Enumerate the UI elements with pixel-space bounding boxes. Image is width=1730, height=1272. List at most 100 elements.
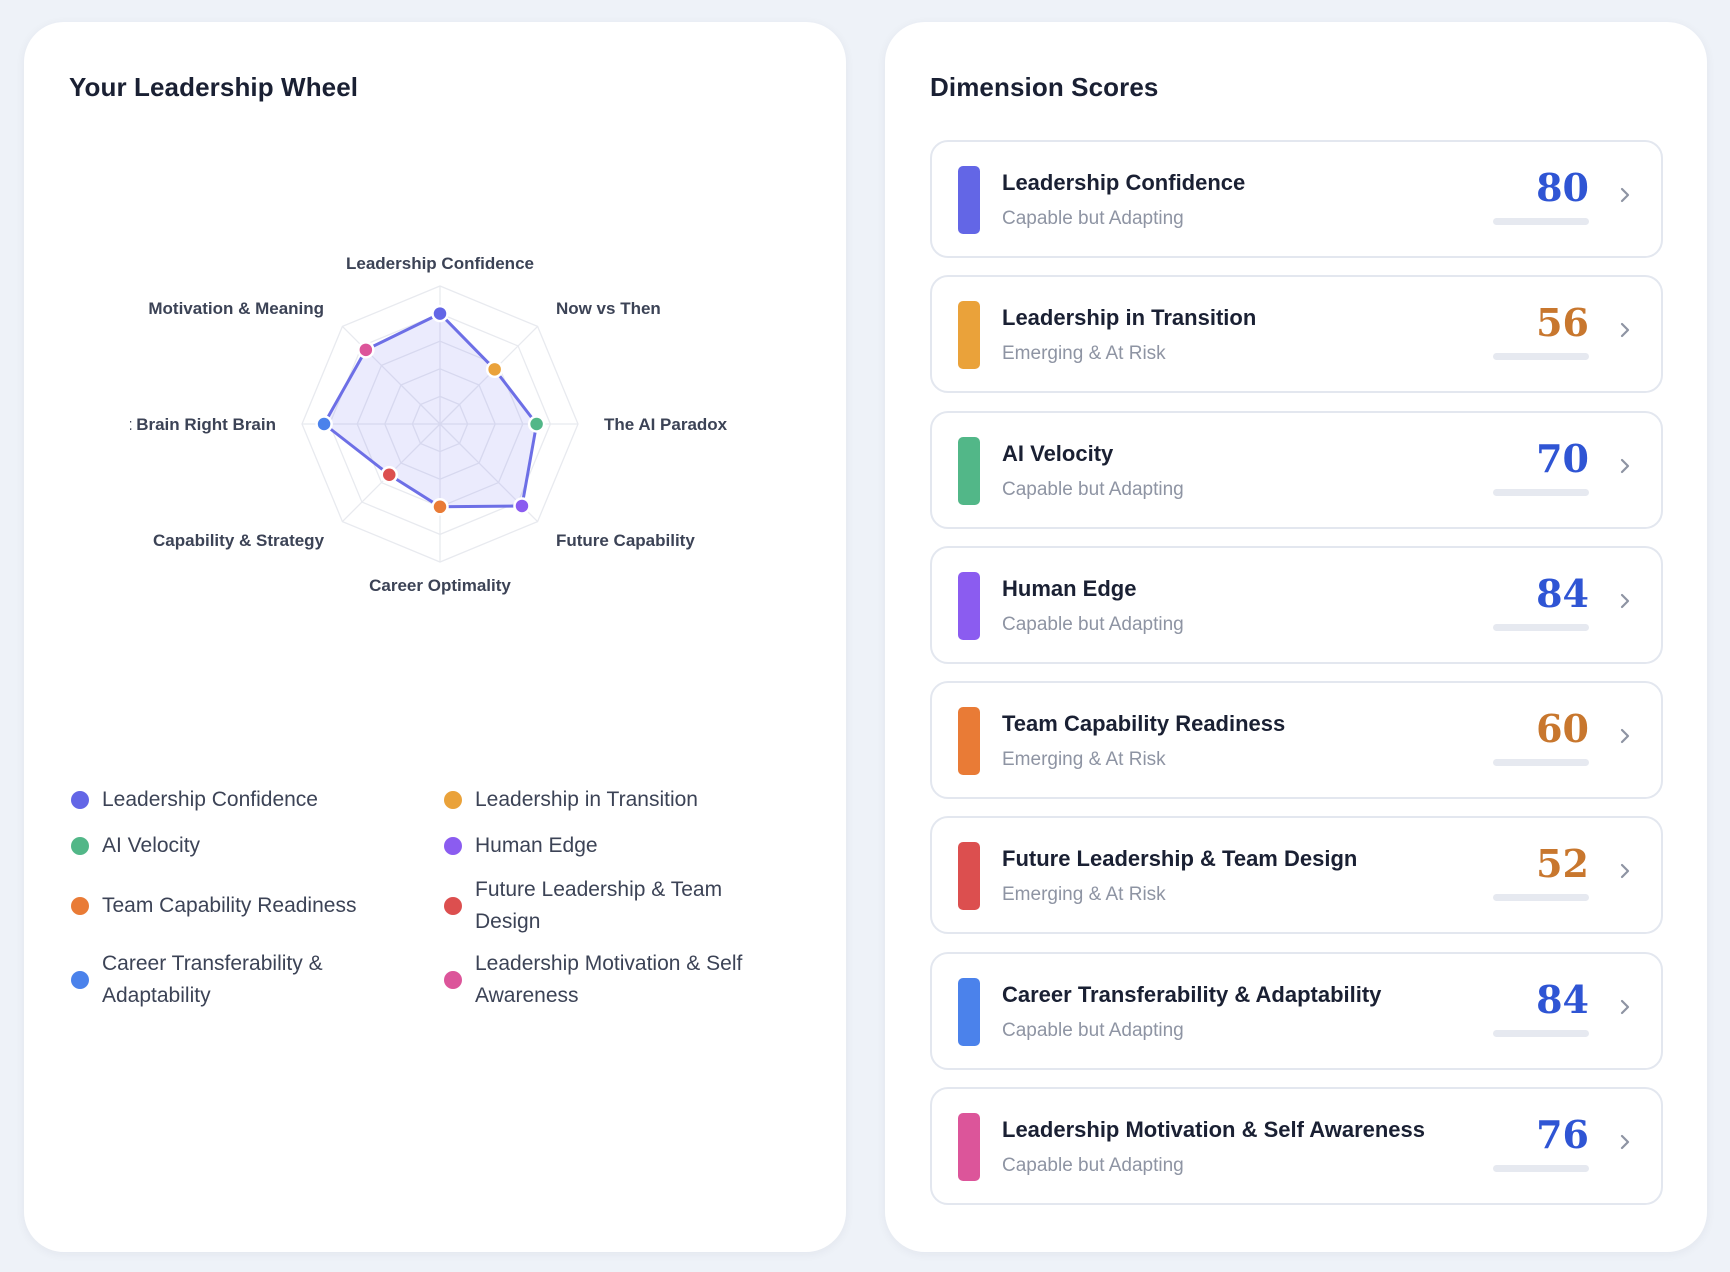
legend-label: Team Capability Readiness	[102, 894, 357, 917]
dimension-score: 52	[1536, 841, 1589, 887]
dimension-progress-track	[1493, 1029, 1589, 1037]
radar-point	[431, 498, 449, 516]
dimension-name: Leadership Motivation & Self Awareness	[1002, 1117, 1426, 1143]
dimension-name: Human Edge	[1002, 575, 1137, 601]
dimension-scores-title: Dimension Scores	[930, 72, 1159, 102]
radar-data-area	[322, 312, 539, 509]
dimension-status: Emerging & At Risk	[1002, 749, 1166, 771]
legend-item-human-edge: Human Edge	[442, 828, 809, 864]
legend-label: Future Leadership & Team Design	[475, 878, 723, 933]
legend-label: Leadership Motivation & Self Awareness	[475, 952, 743, 1007]
dimension-row-ai-velocity[interactable]: AI Velocity Capable but Adapting 70	[930, 410, 1663, 529]
radar-axis-label: Motivation & Meaning	[148, 299, 324, 318]
radar-axis-label: Left Brain Right Brain	[130, 415, 276, 434]
radar-axis-label: The AI Paradox	[604, 415, 728, 434]
legend-item-leadership-in-transition: Leadership in Transition	[442, 782, 809, 818]
dimension-status: Capable but Adapting	[1002, 1155, 1184, 1177]
legend-item-future-leadership: Future Leadership & Team Design	[442, 874, 809, 938]
legend-dot	[71, 897, 89, 915]
leadership-wheel-card: Your Leadership Wheel Leadership Confide…	[24, 22, 846, 1252]
dimension-color-bar	[958, 436, 980, 505]
radar-point	[527, 415, 546, 433]
chart-legend: Leadership Confidence Leadership in Tran…	[69, 782, 809, 1012]
dimension-row-career-transferability[interactable]: Career Transferability & Adaptability Ca…	[930, 951, 1663, 1070]
dimension-status: Capable but Adapting	[1002, 1019, 1184, 1041]
dimension-status: Emerging & At Risk	[1002, 884, 1166, 906]
legend-item-leadership-motivation: Leadership Motivation & Self Awareness	[442, 948, 809, 1012]
dimension-color-bar	[958, 571, 980, 640]
dimension-name: Career Transferability & Adaptability	[1002, 981, 1382, 1007]
chevron-right-icon	[1620, 323, 1630, 338]
legend-label: AI Velocity	[102, 834, 201, 857]
dimension-score: 70	[1536, 435, 1589, 481]
radar-axis-label: Leadership Confidence	[346, 254, 534, 273]
chevron-right-icon	[1620, 593, 1630, 608]
dimension-color-bar	[958, 707, 980, 776]
dimension-color-bar	[958, 301, 980, 370]
legend-dot	[71, 971, 89, 989]
legend-label: Career Transferability & Adaptability	[102, 952, 323, 1007]
dimension-row-leadership-in-transition[interactable]: Leadership in Transition Emerging & At R…	[930, 275, 1663, 394]
chevron-right-icon	[1620, 864, 1630, 879]
dimension-score: 80	[1536, 165, 1589, 210]
dimension-color-bar	[958, 1113, 980, 1182]
chevron-right-icon	[1620, 187, 1630, 203]
legend-dot	[444, 837, 462, 855]
dimension-name: AI Velocity	[1002, 440, 1114, 466]
dimension-score: 84	[1536, 976, 1589, 1022]
legend-item-ai-velocity: AI Velocity	[69, 828, 442, 864]
dimension-progress-track	[1493, 218, 1589, 225]
dimension-row-leadership-confidence[interactable]: Leadership Confidence Capable but Adapti…	[930, 140, 1663, 258]
radar-chart-container: Leadership Confidence Now vs Then The AI P…	[130, 242, 740, 682]
dimension-color-bar	[958, 842, 980, 911]
chevron-right-icon	[1620, 458, 1630, 473]
radar-point	[357, 341, 375, 359]
dimension-progress-track	[1493, 1165, 1589, 1173]
legend-item-team-capability-readiness: Team Capability Readiness	[69, 874, 442, 938]
dimension-status: Capable but Adapting	[1002, 208, 1184, 229]
dimension-row-leadership-motivation[interactable]: Leadership Motivation & Self Awareness C…	[930, 1087, 1663, 1206]
radar-axis-label: Now vs Then	[556, 299, 661, 318]
legend-dot	[71, 837, 89, 855]
radar-point	[513, 497, 531, 515]
legend-dot	[444, 971, 462, 989]
dimension-name: Team Capability Readiness	[1002, 711, 1286, 737]
legend-dot	[444, 897, 462, 915]
dimension-row-human-edge[interactable]: Human Edge Capable but Adapting 84	[930, 545, 1663, 664]
radar-point	[431, 304, 449, 323]
dimension-scores-card: Dimension Scores Leadership Confidence C…	[885, 22, 1707, 1252]
chevron-right-icon	[1620, 999, 1630, 1014]
legend-dot	[71, 791, 89, 809]
chevron-right-icon	[1620, 729, 1630, 744]
radar-point	[380, 465, 399, 484]
legend-label: Human Edge	[475, 834, 598, 857]
dimension-score: 76	[1536, 1112, 1589, 1158]
radar-point	[315, 415, 333, 433]
dimension-color-bar	[958, 166, 980, 234]
dimension-progress-track	[1493, 353, 1589, 361]
dimension-score: 60	[1536, 706, 1589, 752]
radar-axis-label: Future Capability	[556, 531, 695, 550]
radar-axis-label: Career Optimality	[369, 576, 511, 595]
legend-dot	[444, 791, 462, 809]
radar-axis-label: Capability & Strategy	[153, 531, 325, 550]
dimension-progress-track	[1493, 894, 1589, 902]
dimension-row-future-leadership[interactable]: Future Leadership & Team Design Emerging…	[930, 816, 1663, 935]
dimension-progress-track	[1493, 488, 1589, 496]
legend-label: Leadership Confidence	[102, 788, 318, 811]
dimension-progress-track	[1493, 623, 1589, 631]
legend-item-leadership-confidence: Leadership Confidence	[69, 782, 442, 818]
dimension-name: Future Leadership & Team Design	[1002, 846, 1358, 872]
dimension-status: Emerging & At Risk	[1002, 343, 1166, 365]
chevron-right-icon	[1620, 1134, 1630, 1150]
dimension-name: Leadership in Transition	[1002, 305, 1257, 331]
radar-chart: Leadership Confidence Now vs Then The AI P…	[130, 254, 728, 595]
dimension-list: Leadership Confidence Capable but Adapti…	[930, 140, 1663, 1222]
dimension-row-team-capability-readiness[interactable]: Team Capability Readiness Emerging & At …	[930, 681, 1663, 800]
dimension-status: Capable but Adapting	[1002, 478, 1184, 500]
leadership-wheel-title: Your Leadership Wheel	[69, 72, 359, 102]
dimension-score: 56	[1536, 300, 1589, 346]
dimension-score: 84	[1536, 570, 1589, 616]
dimension-color-bar	[958, 977, 980, 1046]
radar-spoke	[341, 325, 441, 425]
